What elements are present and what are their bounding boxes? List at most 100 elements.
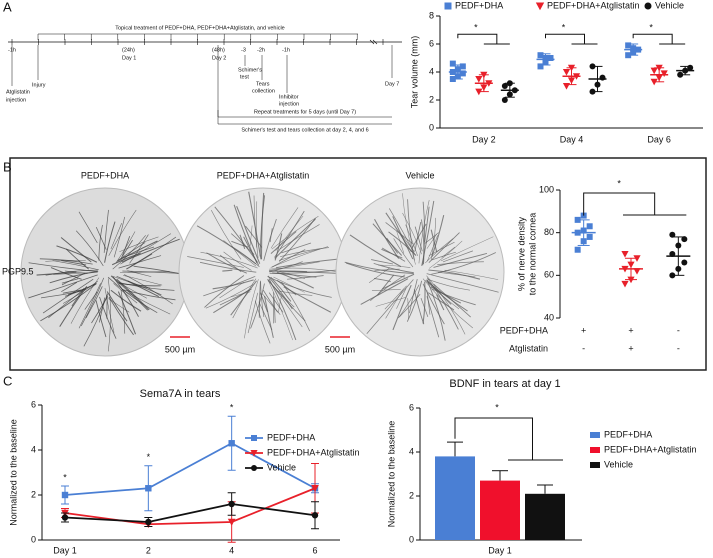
nerve-fiber <box>385 212 413 253</box>
y-tick-label: 100 <box>539 184 554 194</box>
timeline-label: Inhibitor <box>279 94 299 100</box>
legend-label: Vehicle <box>604 459 633 469</box>
nerve-fiber <box>283 286 332 313</box>
timeline-label: (24h) <box>122 47 135 53</box>
nerve-fiber <box>199 261 257 273</box>
marker <box>228 440 235 447</box>
significance-star: * <box>562 23 566 33</box>
nerve-fiber <box>422 278 474 329</box>
nerve-fiber <box>375 297 406 307</box>
x-tick-label: 4 <box>229 545 234 555</box>
nerve-fiber <box>60 237 92 263</box>
nerve-fiber <box>271 216 319 250</box>
nerve-fiber <box>42 278 94 314</box>
row-sign: - <box>677 343 680 353</box>
nerve-fiber <box>426 277 459 330</box>
nerve-fiber <box>373 262 414 274</box>
nerve-fiber <box>127 270 152 277</box>
marker <box>621 251 629 258</box>
nerve-fiber <box>110 289 142 312</box>
scale-bar-label: 500 µm <box>325 344 355 354</box>
nerve-fiber <box>392 284 412 331</box>
nerve-fiber <box>117 291 137 335</box>
nerve-fiber <box>204 275 245 308</box>
nerve-fiber <box>123 290 171 315</box>
timeline-label: collection <box>252 88 275 94</box>
row-label: PEDF+DHA <box>500 325 548 335</box>
nerve-fiber <box>431 252 497 275</box>
nerve-fiber <box>85 286 103 319</box>
marker <box>227 518 236 526</box>
marker <box>449 60 456 67</box>
nerve-fiber <box>426 235 438 262</box>
y-tick-label: 4 <box>429 66 434 76</box>
nerve-fiber <box>279 224 320 250</box>
nerve-fiber <box>250 283 265 329</box>
bar <box>525 493 565 540</box>
nerve-fiber <box>345 262 405 278</box>
nerve-fiber <box>278 290 313 296</box>
nerve-fiber <box>117 281 147 299</box>
nerve-fiber <box>263 219 277 261</box>
nerve-fiber <box>369 274 406 302</box>
nerve-fiber <box>64 270 88 274</box>
timeline-label: -1h <box>282 47 290 53</box>
marker <box>311 512 319 519</box>
nerve-fiber <box>28 274 98 299</box>
nerve-fiber <box>99 296 117 339</box>
timeline-label: Atglistatin <box>6 89 30 95</box>
stain-label: PGP9.5 <box>2 266 34 276</box>
marker <box>444 2 452 10</box>
marker <box>547 55 554 61</box>
nerve-fiber <box>431 251 456 261</box>
nerve-fiber <box>378 264 411 268</box>
nerve-fiber <box>80 277 105 327</box>
nerve-fiber <box>436 294 445 311</box>
significance-bracket <box>545 33 585 44</box>
timeline-break <box>369 39 375 45</box>
nerve-fiber <box>433 253 488 268</box>
x-tick-label: Day 6 <box>647 134 671 144</box>
nerve-fiber <box>56 245 98 263</box>
marker <box>562 83 571 90</box>
y-tick-label: 0 <box>429 122 434 132</box>
bar <box>480 480 520 540</box>
nerve-fiber <box>245 225 263 248</box>
row-sign: + <box>628 325 633 335</box>
nerve-fiber <box>398 284 420 319</box>
legend-label: PEDF+DHA <box>455 0 503 10</box>
nerve-fiber <box>40 283 97 322</box>
nerve-fiber <box>91 296 109 324</box>
nerve-fiber <box>243 236 260 266</box>
nerve-fiber <box>426 273 499 293</box>
nerve-fiber <box>388 231 417 256</box>
timeline-label: Tears <box>256 81 270 87</box>
nerve-fiber <box>223 240 257 267</box>
row-sign: + <box>628 343 633 353</box>
marker <box>251 465 257 471</box>
nerve-fiber <box>78 211 98 244</box>
nerve-fiber <box>107 276 158 314</box>
nerve-fiber <box>258 281 261 318</box>
nerve-fiber <box>278 217 316 262</box>
image-title: Vehicle <box>405 170 434 180</box>
marker <box>681 236 688 243</box>
nerve-fiber <box>441 246 456 258</box>
nerve-fiber <box>98 224 103 261</box>
nerve-fiber <box>98 297 106 323</box>
nerve-fiber <box>425 280 460 310</box>
nerve-fiber <box>62 288 86 294</box>
significance-bracket <box>457 33 498 44</box>
nerve-fiber <box>444 269 499 280</box>
nerve-fiber <box>268 292 284 313</box>
nerve-fiber <box>427 292 455 311</box>
nerve-fiber <box>407 298 409 319</box>
nerve-fiber <box>373 277 391 283</box>
significance-star: * <box>495 402 499 412</box>
nerve-fiber <box>414 226 423 252</box>
nerve-fiber <box>411 223 427 248</box>
chart-title: BDNF in tears at day 1 <box>449 378 560 390</box>
nerve-fiber <box>428 269 481 280</box>
